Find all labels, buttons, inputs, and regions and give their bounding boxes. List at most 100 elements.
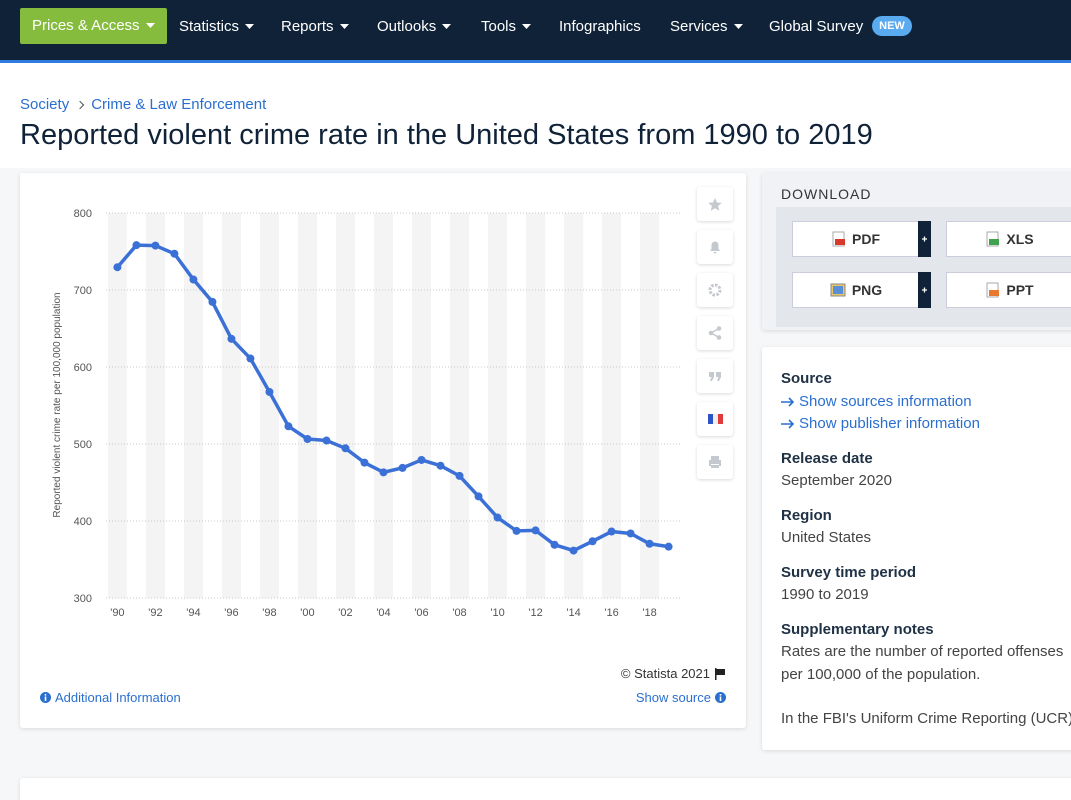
plus-button[interactable] bbox=[918, 221, 931, 257]
publisher-link[interactable]: Show publisher information bbox=[781, 413, 1071, 436]
language-button[interactable] bbox=[697, 402, 733, 436]
data-point bbox=[227, 334, 236, 343]
show-source[interactable]: Show source bbox=[636, 690, 726, 705]
detail-paragraph: In the FBI's Uniform Crime Reporting (UC… bbox=[781, 710, 1071, 727]
x-tick-label: '94 bbox=[186, 607, 200, 619]
button-label[interactable]: PPT bbox=[1006, 282, 1034, 298]
nav-item[interactable]: Outlooks bbox=[377, 0, 452, 53]
link-text[interactable]: Additional Information bbox=[55, 690, 181, 705]
new-badge: NEW bbox=[872, 16, 912, 36]
data-point bbox=[398, 463, 407, 472]
favorite-button[interactable] bbox=[697, 187, 733, 221]
detail-value: 1990 to 2019 bbox=[781, 586, 869, 603]
icon bbox=[708, 414, 723, 424]
x-tick-label: '10 bbox=[490, 607, 504, 619]
detail-region: Region United States bbox=[781, 505, 1071, 550]
link-text[interactable]: Show sources information bbox=[799, 392, 972, 410]
arrow-icon bbox=[781, 397, 795, 407]
detail-paragraph: Rates are the number of reported offense… bbox=[781, 643, 1064, 683]
x-tick-label: '90 bbox=[110, 607, 124, 619]
detail-label: Supplementary notes bbox=[781, 620, 934, 638]
info-card: Source Show sources information Show pub… bbox=[762, 347, 1071, 750]
breadcrumb-link[interactable]: Society bbox=[20, 96, 70, 113]
cite-button[interactable] bbox=[697, 359, 733, 393]
source-link[interactable]: Show sources information bbox=[781, 391, 1071, 414]
nav-item[interactable]: Infographics bbox=[559, 0, 641, 53]
print-button[interactable] bbox=[697, 445, 733, 479]
caret bbox=[733, 23, 743, 29]
data-point bbox=[189, 275, 198, 284]
nav-item[interactable]: Prices & Access bbox=[20, 8, 167, 44]
nav-label[interactable]: Outlooks bbox=[377, 18, 437, 35]
link-text[interactable]: Show source bbox=[635, 690, 711, 705]
file-icon bbox=[986, 282, 1000, 298]
y-tick-label: 600 bbox=[74, 362, 92, 374]
detail-label: Region bbox=[781, 506, 832, 524]
header-area bbox=[0, 63, 1071, 168]
nav-item[interactable]: Services bbox=[670, 0, 743, 53]
separator bbox=[75, 100, 85, 109]
nav-item[interactable]: Tools bbox=[481, 0, 532, 53]
caret bbox=[442, 23, 452, 29]
link-text[interactable]: Show publisher information bbox=[799, 415, 980, 432]
download-pdf[interactable]: PDF bbox=[792, 221, 920, 257]
data-point bbox=[436, 461, 445, 470]
caret bbox=[145, 23, 155, 28]
nav-item[interactable]: Global Survey bbox=[769, 0, 863, 53]
caret bbox=[339, 23, 349, 29]
additional-info[interactable]: Additional Information bbox=[40, 690, 181, 705]
breadcrumb-link[interactable]: Crime & Law Enforcement bbox=[91, 96, 267, 113]
data-point bbox=[531, 526, 540, 535]
download-ppt[interactable]: PPT bbox=[946, 272, 1071, 308]
y-tick-label: 800 bbox=[74, 208, 92, 220]
button-label[interactable]: XLS bbox=[1006, 231, 1034, 247]
download-xls[interactable]: XLS bbox=[946, 221, 1071, 257]
data-point bbox=[664, 542, 673, 551]
settings-button[interactable] bbox=[697, 273, 733, 307]
data-point bbox=[512, 526, 521, 535]
data-point bbox=[151, 241, 160, 250]
nav-label[interactable]: Prices & Access bbox=[32, 17, 140, 34]
data-point bbox=[607, 527, 616, 536]
x-tick-label: '92 bbox=[148, 607, 162, 619]
share-button[interactable] bbox=[697, 316, 733, 350]
nav-label[interactable]: Services bbox=[670, 18, 728, 35]
data-point bbox=[379, 468, 388, 477]
nav-item[interactable]: Statistics bbox=[179, 0, 255, 53]
download-png[interactable]: PNG bbox=[792, 272, 920, 308]
nav-bar: Prices & Access Statistics Reports Outlo… bbox=[0, 0, 1071, 63]
button-label[interactable]: PNG bbox=[851, 282, 883, 298]
x-tick-label: '06 bbox=[414, 607, 428, 619]
y-axis-title: Reported violent crime rate per 100,000 … bbox=[52, 292, 63, 517]
y-tick-label: 500 bbox=[74, 439, 92, 451]
nav-label[interactable]: Infographics bbox=[559, 18, 641, 35]
detail-label: Release date bbox=[781, 449, 873, 467]
data-point bbox=[246, 354, 255, 363]
x-tick-label: '96 bbox=[224, 607, 238, 619]
data-point bbox=[170, 249, 179, 258]
nav-label[interactable]: Reports bbox=[281, 18, 334, 35]
data-point bbox=[113, 263, 122, 272]
chart: Reported violent crime rate per 100,000 … bbox=[52, 208, 680, 619]
copyright: © Statista 2021 bbox=[621, 666, 726, 681]
icon bbox=[710, 241, 720, 254]
data-point bbox=[626, 529, 635, 538]
x-tick-label: '18 bbox=[642, 607, 656, 619]
x-band bbox=[526, 213, 546, 598]
info-icon bbox=[715, 692, 726, 703]
nav-label[interactable]: Global Survey bbox=[769, 18, 864, 35]
nav-item[interactable]: Reports bbox=[281, 0, 349, 53]
data-point bbox=[550, 540, 559, 549]
y-tick-label: 700 bbox=[74, 285, 92, 297]
data-point bbox=[265, 387, 274, 396]
button-label[interactable]: PDF bbox=[852, 231, 880, 247]
notify-button[interactable] bbox=[697, 230, 733, 264]
nav-label[interactable]: Tools bbox=[481, 18, 517, 35]
data-point bbox=[303, 434, 312, 443]
x-tick-label: '04 bbox=[376, 607, 390, 619]
plus-button[interactable] bbox=[918, 272, 931, 308]
detail-value: United States bbox=[781, 529, 872, 546]
nav-label[interactable]: Statistics bbox=[179, 18, 240, 35]
x-tick-label: '98 bbox=[262, 607, 276, 619]
